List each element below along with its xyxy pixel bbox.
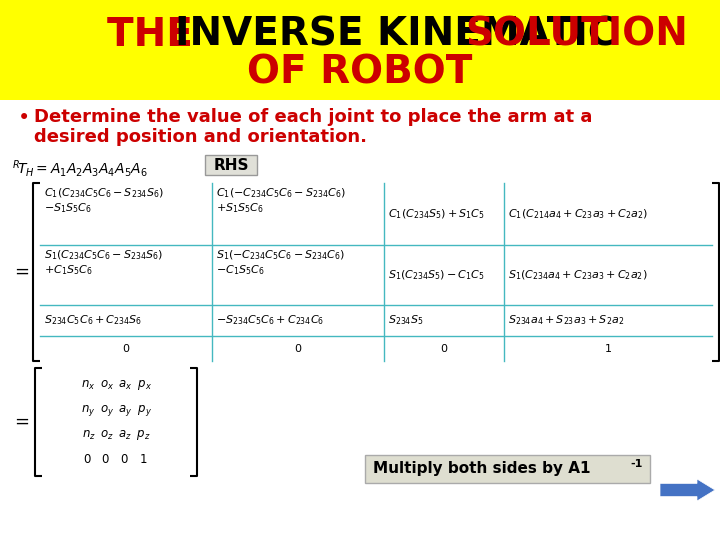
Text: $S_1(C_{234}S_5)-C_1C_5$: $S_1(C_{234}S_5)-C_1C_5$ — [388, 268, 485, 282]
Text: $S_{234}C_5C_6+C_{234}S_6$: $S_{234}C_5C_6+C_{234}S_6$ — [44, 314, 143, 327]
Text: Determine the value of each joint to place the arm at a: Determine the value of each joint to pla… — [34, 108, 593, 126]
Text: desired position and orientation.: desired position and orientation. — [34, 128, 367, 146]
Text: $1$: $1$ — [604, 342, 612, 354]
Text: INVERSE KINEMATIC: INVERSE KINEMATIC — [175, 16, 630, 54]
Text: $S_1(C_{234}C_5C_6-S_{234}S_6)$: $S_1(C_{234}C_5C_6-S_{234}S_6)$ — [44, 248, 163, 261]
Text: $S_1(-C_{234}C_5C_6-S_{234}C_6)$: $S_1(-C_{234}C_5C_6-S_{234}C_6)$ — [216, 248, 346, 261]
Text: $n_x \;\; o_x \;\; a_x \;\; p_x$: $n_x \;\; o_x \;\; a_x \;\; p_x$ — [81, 378, 151, 392]
Text: $-S_1S_5C_6$: $-S_1S_5C_6$ — [44, 201, 92, 215]
Text: $S_{234}S_5$: $S_{234}S_5$ — [388, 314, 423, 327]
Bar — [365, 455, 650, 483]
Text: Multiply both sides by A1: Multiply both sides by A1 — [373, 462, 590, 476]
Text: $-S_{234}C_5C_6+C_{234}C_6$: $-S_{234}C_5C_6+C_{234}C_6$ — [216, 314, 324, 327]
Text: $C_1(-C_{234}C_5C_6-S_{234}C_6)$: $C_1(-C_{234}C_5C_6-S_{234}C_6)$ — [216, 186, 346, 200]
Text: $+C_1S_5C_6$: $+C_1S_5C_6$ — [44, 263, 93, 277]
Text: $n_y \;\; o_y \;\; a_y \;\; p_y$: $n_y \;\; o_y \;\; a_y \;\; p_y$ — [81, 403, 151, 418]
Text: $0$: $0$ — [294, 342, 302, 354]
Text: $S_{234}a_4+S_{23}a_3+S_2a_2$: $S_{234}a_4+S_{23}a_3+S_2a_2$ — [508, 314, 624, 327]
Text: =: = — [14, 263, 30, 281]
Text: $-C_1S_5C_6$: $-C_1S_5C_6$ — [216, 263, 265, 277]
Text: ${}^R\!T_{H} = A_1 A_2 A_3 A_4 A_5 A_6$: ${}^R\!T_{H} = A_1 A_2 A_3 A_4 A_5 A_6$ — [12, 158, 148, 179]
Text: $C_1(C_{234}C_5C_6-S_{234}S_6)$: $C_1(C_{234}C_5C_6-S_{234}S_6)$ — [44, 186, 164, 200]
Text: $n_z \;\; o_z \;\; a_z \;\; p_z$: $n_z \;\; o_z \;\; a_z \;\; p_z$ — [81, 428, 150, 442]
Text: -1: -1 — [630, 459, 642, 469]
Text: $0 \quad 0 \quad 0 \quad 1$: $0 \quad 0 \quad 0 \quad 1$ — [84, 453, 148, 466]
Text: RHS: RHS — [213, 158, 248, 172]
Text: $0$: $0$ — [440, 342, 448, 354]
FancyArrow shape — [660, 479, 715, 501]
Text: $+S_1S_5C_6$: $+S_1S_5C_6$ — [216, 201, 264, 215]
Text: $0$: $0$ — [122, 342, 130, 354]
Text: OF ROBOT: OF ROBOT — [247, 53, 473, 91]
Text: $C_1(C_{234}S_5)+S_1C_5$: $C_1(C_{234}S_5)+S_1C_5$ — [388, 207, 485, 221]
Text: THE: THE — [107, 16, 207, 54]
Text: SOLUTION: SOLUTION — [465, 16, 688, 54]
Text: •: • — [18, 108, 30, 128]
Text: $C_1(C_{214}a_4+C_{23}a_3+C_2a_2)$: $C_1(C_{214}a_4+C_{23}a_3+C_2a_2)$ — [508, 207, 648, 221]
Bar — [205, 155, 257, 175]
Text: =: = — [14, 413, 30, 431]
Bar — [0, 0, 720, 100]
Text: $S_1(C_{234}a_4+C_{23}a_3+C_2a_2)$: $S_1(C_{234}a_4+C_{23}a_3+C_2a_2)$ — [508, 268, 647, 282]
